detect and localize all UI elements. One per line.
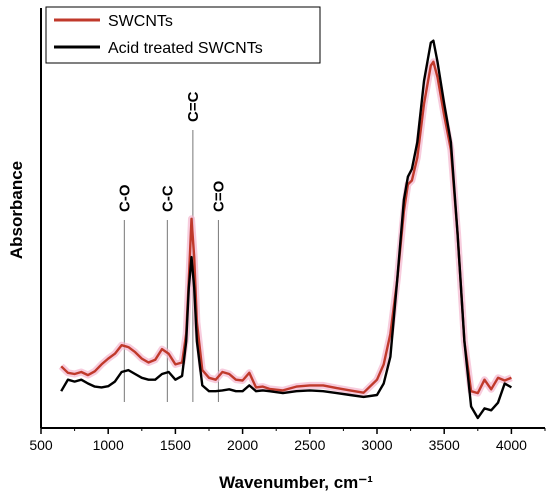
- x-tick-label: 1000: [93, 437, 124, 453]
- annotation-label: C=C: [185, 91, 202, 122]
- series-line-swcnts: [60, 60, 512, 395]
- annotation-label: C=O: [210, 180, 227, 212]
- annotation-label: C-O: [116, 184, 133, 212]
- y-axis-title: Absorbance: [7, 161, 26, 259]
- x-tick-label: 2500: [294, 437, 325, 453]
- x-tick-label: 3500: [429, 437, 460, 453]
- x-tick-label: 500: [29, 437, 53, 453]
- x-tick-label: 1500: [160, 437, 191, 453]
- series-layer: [58, 39, 513, 420]
- legend-label-swcnts: SWCNTs: [108, 13, 173, 30]
- x-axis-title: Wavenumber, cm⁻¹: [219, 473, 373, 492]
- series-line-acid-treated: [60, 39, 513, 420]
- legend-label-acid-treated: Acid treated SWCNTs: [108, 40, 263, 57]
- legend: SWCNTs Acid treated SWCNTs: [45, 6, 321, 64]
- x-tick-label: 2000: [227, 437, 258, 453]
- annotation-label: C-C: [159, 185, 176, 212]
- x-tick-label: 4000: [496, 437, 527, 453]
- x-ticks: 500 1000 1500 2000 2500 3000 3500 4000: [29, 428, 546, 453]
- legend-box: [45, 6, 321, 64]
- x-tick-label: 3000: [361, 437, 392, 453]
